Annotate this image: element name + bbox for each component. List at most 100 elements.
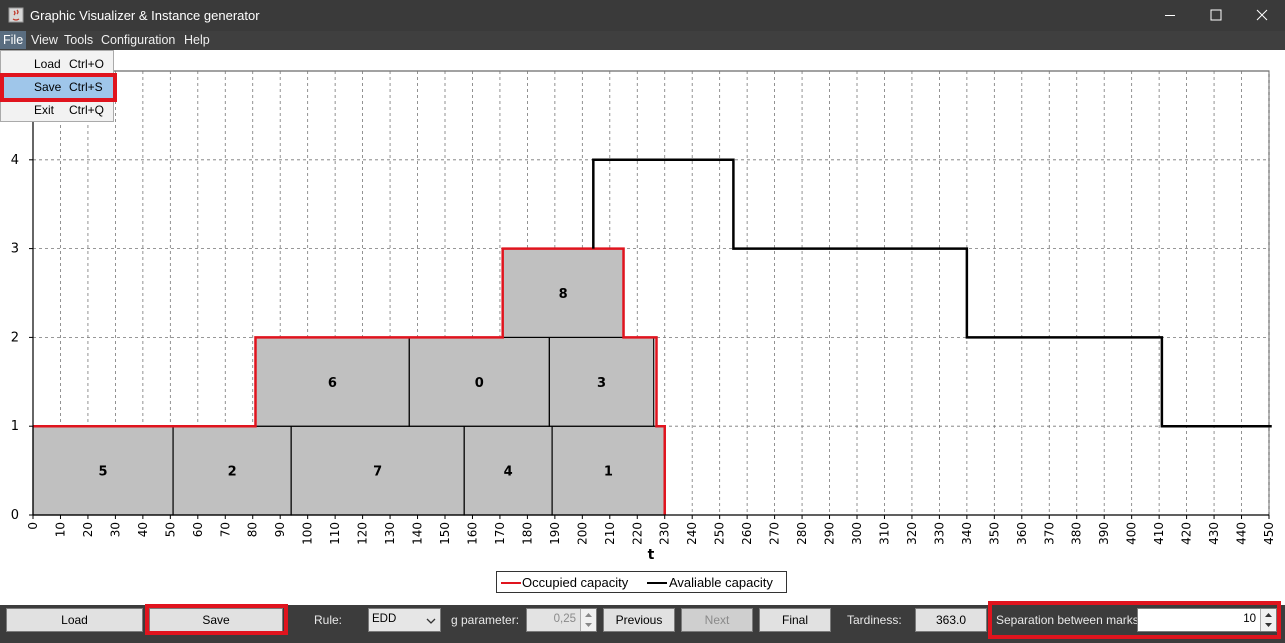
spinner-up-down-icon xyxy=(585,613,592,627)
highlight-separation-control xyxy=(988,601,1281,639)
menu-file[interactable]: File xyxy=(0,31,27,49)
x-tick-label: 50 xyxy=(163,522,177,537)
x-tick-label: 320 xyxy=(905,522,919,545)
x-tick-label: 230 xyxy=(658,522,672,545)
rule-select[interactable]: EDD xyxy=(368,608,441,632)
x-tick-label: 170 xyxy=(493,522,507,545)
previous-button[interactable]: Previous xyxy=(603,608,675,632)
g-parameter-spinner[interactable]: 0,25 xyxy=(526,608,597,632)
x-tick-label: 280 xyxy=(795,522,809,545)
x-tick-label: 330 xyxy=(932,522,946,545)
x-tick-label: 20 xyxy=(81,522,95,537)
job-block xyxy=(551,425,666,516)
available-capacity-line xyxy=(592,158,1272,428)
x-tick-label: 260 xyxy=(740,522,754,545)
x-tick-label: 400 xyxy=(1125,522,1139,545)
save-button[interactable]: Save xyxy=(149,608,283,632)
job-label: 7 xyxy=(373,465,382,480)
legend-occupied-swatch xyxy=(501,582,521,584)
tardiness-value: 363.0 xyxy=(915,608,987,632)
g-parameter-label: g parameter: xyxy=(451,613,520,627)
y-tick-label: 4 xyxy=(11,153,19,168)
occupied-capacity-line xyxy=(33,247,666,515)
menu-item-exit-shortcut: Ctrl+Q xyxy=(69,103,105,117)
x-tick-label: 370 xyxy=(1042,522,1056,545)
chart-legend: Occupied capacity Avaliable capacity xyxy=(496,571,787,593)
final-button[interactable]: Final xyxy=(759,608,831,632)
chevron-down-icon xyxy=(426,618,436,624)
title-bar: Graphic Visualizer & Instance generator xyxy=(0,0,1285,31)
x-tick-label: 430 xyxy=(1207,522,1221,545)
menu-item-load-shortcut: Ctrl+O xyxy=(69,57,105,71)
menu-item-load[interactable]: Load Ctrl+O xyxy=(2,53,113,75)
menu-configuration[interactable]: Configuration xyxy=(101,33,176,47)
job-block xyxy=(290,425,465,516)
menu-item-save-label: Save xyxy=(34,80,62,94)
job-block xyxy=(172,425,292,516)
y-tick-label: 1 xyxy=(11,419,19,434)
separation-spinner-arrows[interactable] xyxy=(1260,609,1276,631)
job-label: 3 xyxy=(597,376,606,391)
x-tick-label: 90 xyxy=(273,522,287,537)
menu-help[interactable]: Help xyxy=(184,33,210,47)
x-tick-label: 210 xyxy=(603,522,617,545)
x-tick-label: 290 xyxy=(823,522,837,545)
x-tick-label: 240 xyxy=(685,522,699,545)
job-block xyxy=(254,336,410,427)
minimize-icon[interactable] xyxy=(1147,0,1193,31)
load-button[interactable]: Load xyxy=(6,608,143,632)
legend-occupied-label: Occupied capacity xyxy=(522,575,629,590)
spinner-up-down-icon xyxy=(1265,613,1272,627)
maximize-icon[interactable] xyxy=(1193,0,1239,31)
job-label: 2 xyxy=(228,465,237,480)
job-block xyxy=(408,336,550,427)
x-tick-label: 10 xyxy=(53,522,67,537)
separation-spinner[interactable]: 10 xyxy=(1137,608,1277,632)
x-tick-label: 30 xyxy=(108,522,122,537)
g-parameter-value: 0,25 xyxy=(553,613,576,625)
x-tick-label: 380 xyxy=(1070,522,1084,545)
x-tick-label: 110 xyxy=(328,522,342,545)
menu-view[interactable]: View xyxy=(31,33,58,47)
x-tick-label: 440 xyxy=(1235,522,1249,545)
job-label: 1 xyxy=(604,465,613,480)
job-block xyxy=(502,248,625,339)
menu-item-exit-label: Exit xyxy=(34,103,55,117)
y-tick-label: 3 xyxy=(11,242,19,257)
x-tick-label: 40 xyxy=(136,522,150,537)
x-tick-label: 410 xyxy=(1152,522,1166,545)
x-tick-label: 220 xyxy=(630,522,644,545)
job-label: 8 xyxy=(559,287,568,302)
menu-item-load-label: Load xyxy=(34,57,61,71)
window-title: Graphic Visualizer & Instance generator xyxy=(30,8,260,23)
x-tick-label: 100 xyxy=(301,522,315,545)
job-block xyxy=(548,336,655,427)
spinner-arrows[interactable] xyxy=(580,609,596,631)
job-label: 4 xyxy=(504,465,513,480)
x-tick-label: 360 xyxy=(1015,522,1029,545)
java-app-icon xyxy=(8,7,24,23)
close-icon[interactable] xyxy=(1239,0,1285,31)
x-axis-label: t xyxy=(648,547,655,563)
x-tick-label: 420 xyxy=(1180,522,1194,545)
menu-item-exit[interactable]: Exit Ctrl+Q xyxy=(2,99,113,121)
menu-item-save[interactable]: Save Ctrl+S xyxy=(2,76,113,98)
x-tick-label: 450 xyxy=(1262,522,1276,545)
menu-tools[interactable]: Tools xyxy=(64,33,94,47)
separation-label: Separation between marks: xyxy=(996,613,1143,627)
x-tick-label: 300 xyxy=(850,522,864,545)
x-tick-label: 80 xyxy=(246,522,260,537)
next-button[interactable]: Next xyxy=(681,608,753,632)
legend-available-label: Avaliable capacity xyxy=(669,575,773,590)
menu-bar: File View Tools Configuration Help xyxy=(0,31,1285,50)
legend-available-swatch xyxy=(647,582,667,584)
x-tick-label: 200 xyxy=(575,522,589,545)
x-tick-label: 0 xyxy=(26,522,40,530)
x-tick-label: 160 xyxy=(465,522,479,545)
job-label: 0 xyxy=(475,376,484,391)
x-tick-label: 70 xyxy=(218,522,232,537)
x-tick-label: 390 xyxy=(1097,522,1111,545)
y-tick-label: 2 xyxy=(11,330,19,345)
rule-select-value: EDD xyxy=(372,613,397,625)
x-tick-label: 340 xyxy=(960,522,974,545)
